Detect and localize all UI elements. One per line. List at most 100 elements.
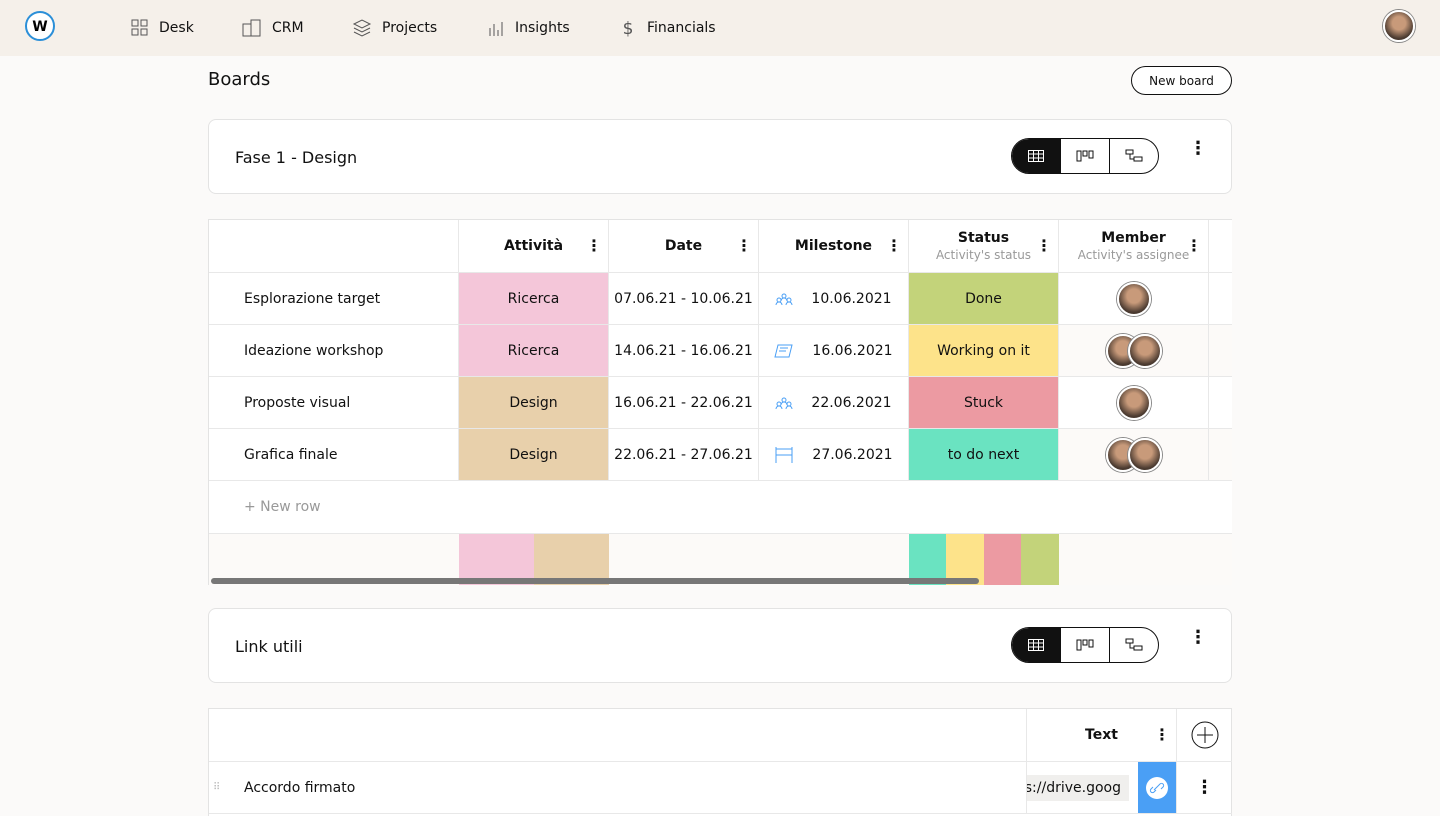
column-title: Status [957, 230, 1010, 246]
column-header[interactable]: Status Activity's status ⋮ [909, 220, 1059, 273]
svg-text:$: $ [623, 19, 634, 37]
column-title: Attività [503, 238, 564, 254]
view-toggle[interactable] [1011, 138, 1159, 174]
kanban-view[interactable] [1060, 139, 1109, 173]
empty-cell [1209, 325, 1232, 377]
column-header[interactable]: Milestone ⋮ [759, 220, 909, 273]
summary-segment [534, 534, 609, 585]
column-header[interactable]: Member Activity's assignee ⋮ [1059, 220, 1209, 273]
column-header[interactable]: Attività ⋮ [459, 220, 609, 273]
member-avatar[interactable] [1127, 333, 1162, 368]
status-cell[interactable]: Stuck [909, 377, 1059, 429]
new-board-button[interactable]: New board [1131, 66, 1232, 95]
summary-row [209, 534, 1232, 585]
summary-segment [1021, 534, 1059, 585]
milestone-date: 27.06.2021 [812, 446, 893, 463]
milestone-cell: 10.06.2021 [759, 273, 909, 325]
nav-label: Insights [515, 20, 570, 36]
empty-cell [1209, 273, 1232, 325]
svg-text:W: W [32, 19, 47, 35]
row-name[interactable]: Esplorazione target [209, 273, 459, 325]
date-cell: 22.06.21 - 27.06.21 [609, 429, 759, 481]
board-header: Link utili ⋮ [208, 608, 1232, 683]
row-name[interactable]: Ideazione workshop [209, 325, 459, 377]
top-bar: W Desk CRM Projects Insights $ Financials [0, 0, 1440, 56]
board-table: Attività ⋮ Date ⋮ Milestone ⋮ Status Activit… [208, 219, 1232, 585]
activity-cell: Design [459, 377, 609, 429]
kanban-view[interactable] [1060, 628, 1109, 662]
link-cell[interactable]: ps://drive.goog [1027, 762, 1177, 814]
link-text: ps://drive.goog [1027, 774, 1129, 801]
milestone-cell: 16.06.2021 [759, 325, 909, 377]
row-name[interactable]: Grafica finale [209, 429, 459, 481]
column-title: Date [664, 238, 703, 254]
activity-cell: Ricerca [459, 325, 609, 377]
column-subtitle: Activity's assignee [1077, 248, 1190, 262]
activity-cell: Ricerca [459, 273, 609, 325]
status-cell[interactable]: to do next [909, 429, 1059, 481]
member-avatar[interactable] [1127, 437, 1162, 472]
milestone-cell: 22.06.2021 [759, 377, 909, 429]
column-header[interactable]: Text ⋮ [1027, 709, 1177, 762]
page-title: Boards [208, 69, 271, 90]
column-title: Text [1085, 727, 1118, 743]
board-menu[interactable]: ⋮ [1189, 627, 1207, 648]
status-cell[interactable]: Working on it [909, 325, 1059, 377]
milestone-date: 10.06.2021 [811, 290, 892, 307]
empty-cell [1209, 220, 1232, 273]
nav-label: Projects [382, 20, 438, 36]
link-table: Text⋮ ⠿ Accordo firmato ps://drive.goog ⋮ [208, 708, 1232, 816]
board-title: Fase 1 - Design [235, 148, 358, 167]
new-row-button[interactable]: + New row [209, 481, 1232, 534]
summary-segment [984, 534, 1021, 585]
activity-cell: Design [459, 429, 609, 481]
date-cell: 07.06.21 - 10.06.21 [609, 273, 759, 325]
status-cell[interactable]: Done [909, 273, 1059, 325]
empty-cell [1209, 377, 1232, 429]
column-title: Milestone [794, 238, 873, 254]
milestone-cell: 27.06.2021 [759, 429, 909, 481]
scrollbar[interactable] [211, 578, 979, 584]
nav-desk[interactable]: Desk [131, 16, 194, 40]
drag-handle[interactable]: ⠿ [213, 782, 221, 793]
member-cell [1059, 273, 1209, 325]
summary-segment [459, 534, 534, 585]
nav-financials[interactable]: $ Financials [619, 16, 716, 40]
empty-cell [1209, 429, 1232, 481]
corner-cell [209, 709, 1027, 762]
row-name[interactable]: ⠿ Accordo firmato [209, 762, 1027, 814]
member-cell [1059, 325, 1209, 377]
nav-projects[interactable]: Projects [352, 16, 437, 40]
table-view[interactable] [1012, 628, 1060, 662]
board-menu[interactable]: ⋮ [1189, 138, 1207, 159]
corner-cell [209, 220, 459, 273]
user-avatar[interactable] [1383, 10, 1415, 42]
row-menu[interactable]: ⋮ [1177, 762, 1232, 814]
link-button[interactable] [1138, 762, 1176, 813]
date-cell: 16.06.21 - 22.06.21 [609, 377, 759, 429]
member-avatar[interactable] [1116, 281, 1151, 316]
nav-label: Desk [159, 20, 194, 36]
column-header[interactable]: Date ⋮ [609, 220, 759, 273]
nav-crm[interactable]: CRM [242, 16, 304, 40]
milestone-date: 16.06.2021 [812, 342, 893, 359]
nav-label: CRM [272, 20, 304, 36]
milestone-date: 22.06.2021 [811, 394, 892, 411]
timeline-view[interactable] [1109, 628, 1158, 662]
member-avatar[interactable] [1116, 385, 1151, 420]
add-column[interactable] [1177, 709, 1232, 762]
summary-segment [946, 534, 984, 585]
date-cell: 14.06.21 - 16.06.21 [609, 325, 759, 377]
nav-insights[interactable]: Insights [487, 16, 570, 40]
member-cell [1059, 429, 1209, 481]
board-header: Fase 1 - Design ⋮ [208, 119, 1232, 194]
column-subtitle: Activity's status [935, 248, 1032, 262]
nav-label: Financials [647, 20, 716, 36]
summary-segment [909, 534, 946, 585]
timeline-view[interactable] [1109, 139, 1158, 173]
row-name[interactable]: Proposte visual [209, 377, 459, 429]
view-toggle[interactable] [1011, 627, 1159, 663]
table-view[interactable] [1012, 139, 1060, 173]
logo[interactable]: W [24, 10, 56, 42]
